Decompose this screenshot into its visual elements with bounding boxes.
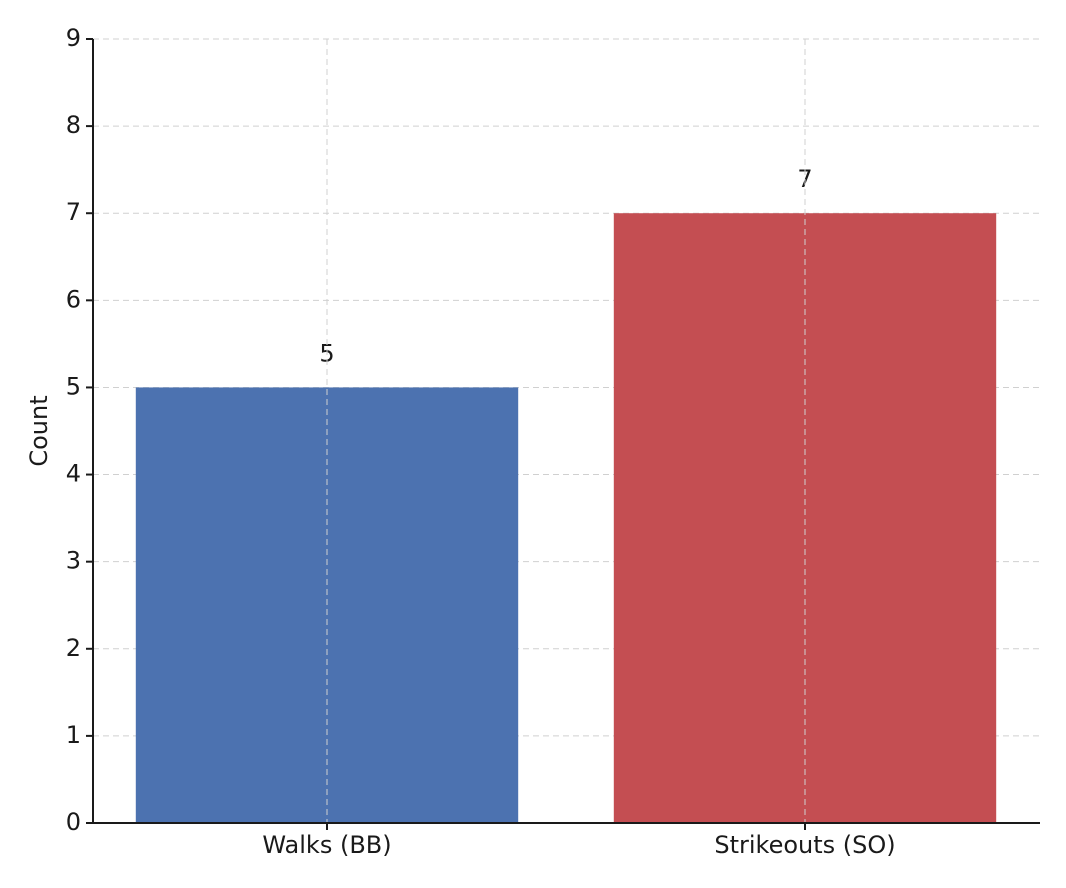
y-tick-label: 4 (66, 460, 81, 488)
y-tick-label: 0 (66, 808, 81, 836)
y-tick-label: 9 (66, 24, 81, 52)
y-tick-label: 8 (66, 111, 81, 139)
x-tick-label: Walks (BB) (262, 831, 391, 859)
y-tick-label: 5 (66, 372, 81, 400)
y-tick-label: 7 (66, 198, 81, 226)
y-tick-label: 2 (66, 634, 81, 662)
y-tick-label: 1 (66, 721, 81, 749)
y-axis-label: Count (25, 395, 53, 466)
x-tick-label: Strikeouts (SO) (714, 831, 895, 859)
y-tick-label: 6 (66, 285, 81, 313)
y-tick-label: 3 (66, 547, 81, 575)
